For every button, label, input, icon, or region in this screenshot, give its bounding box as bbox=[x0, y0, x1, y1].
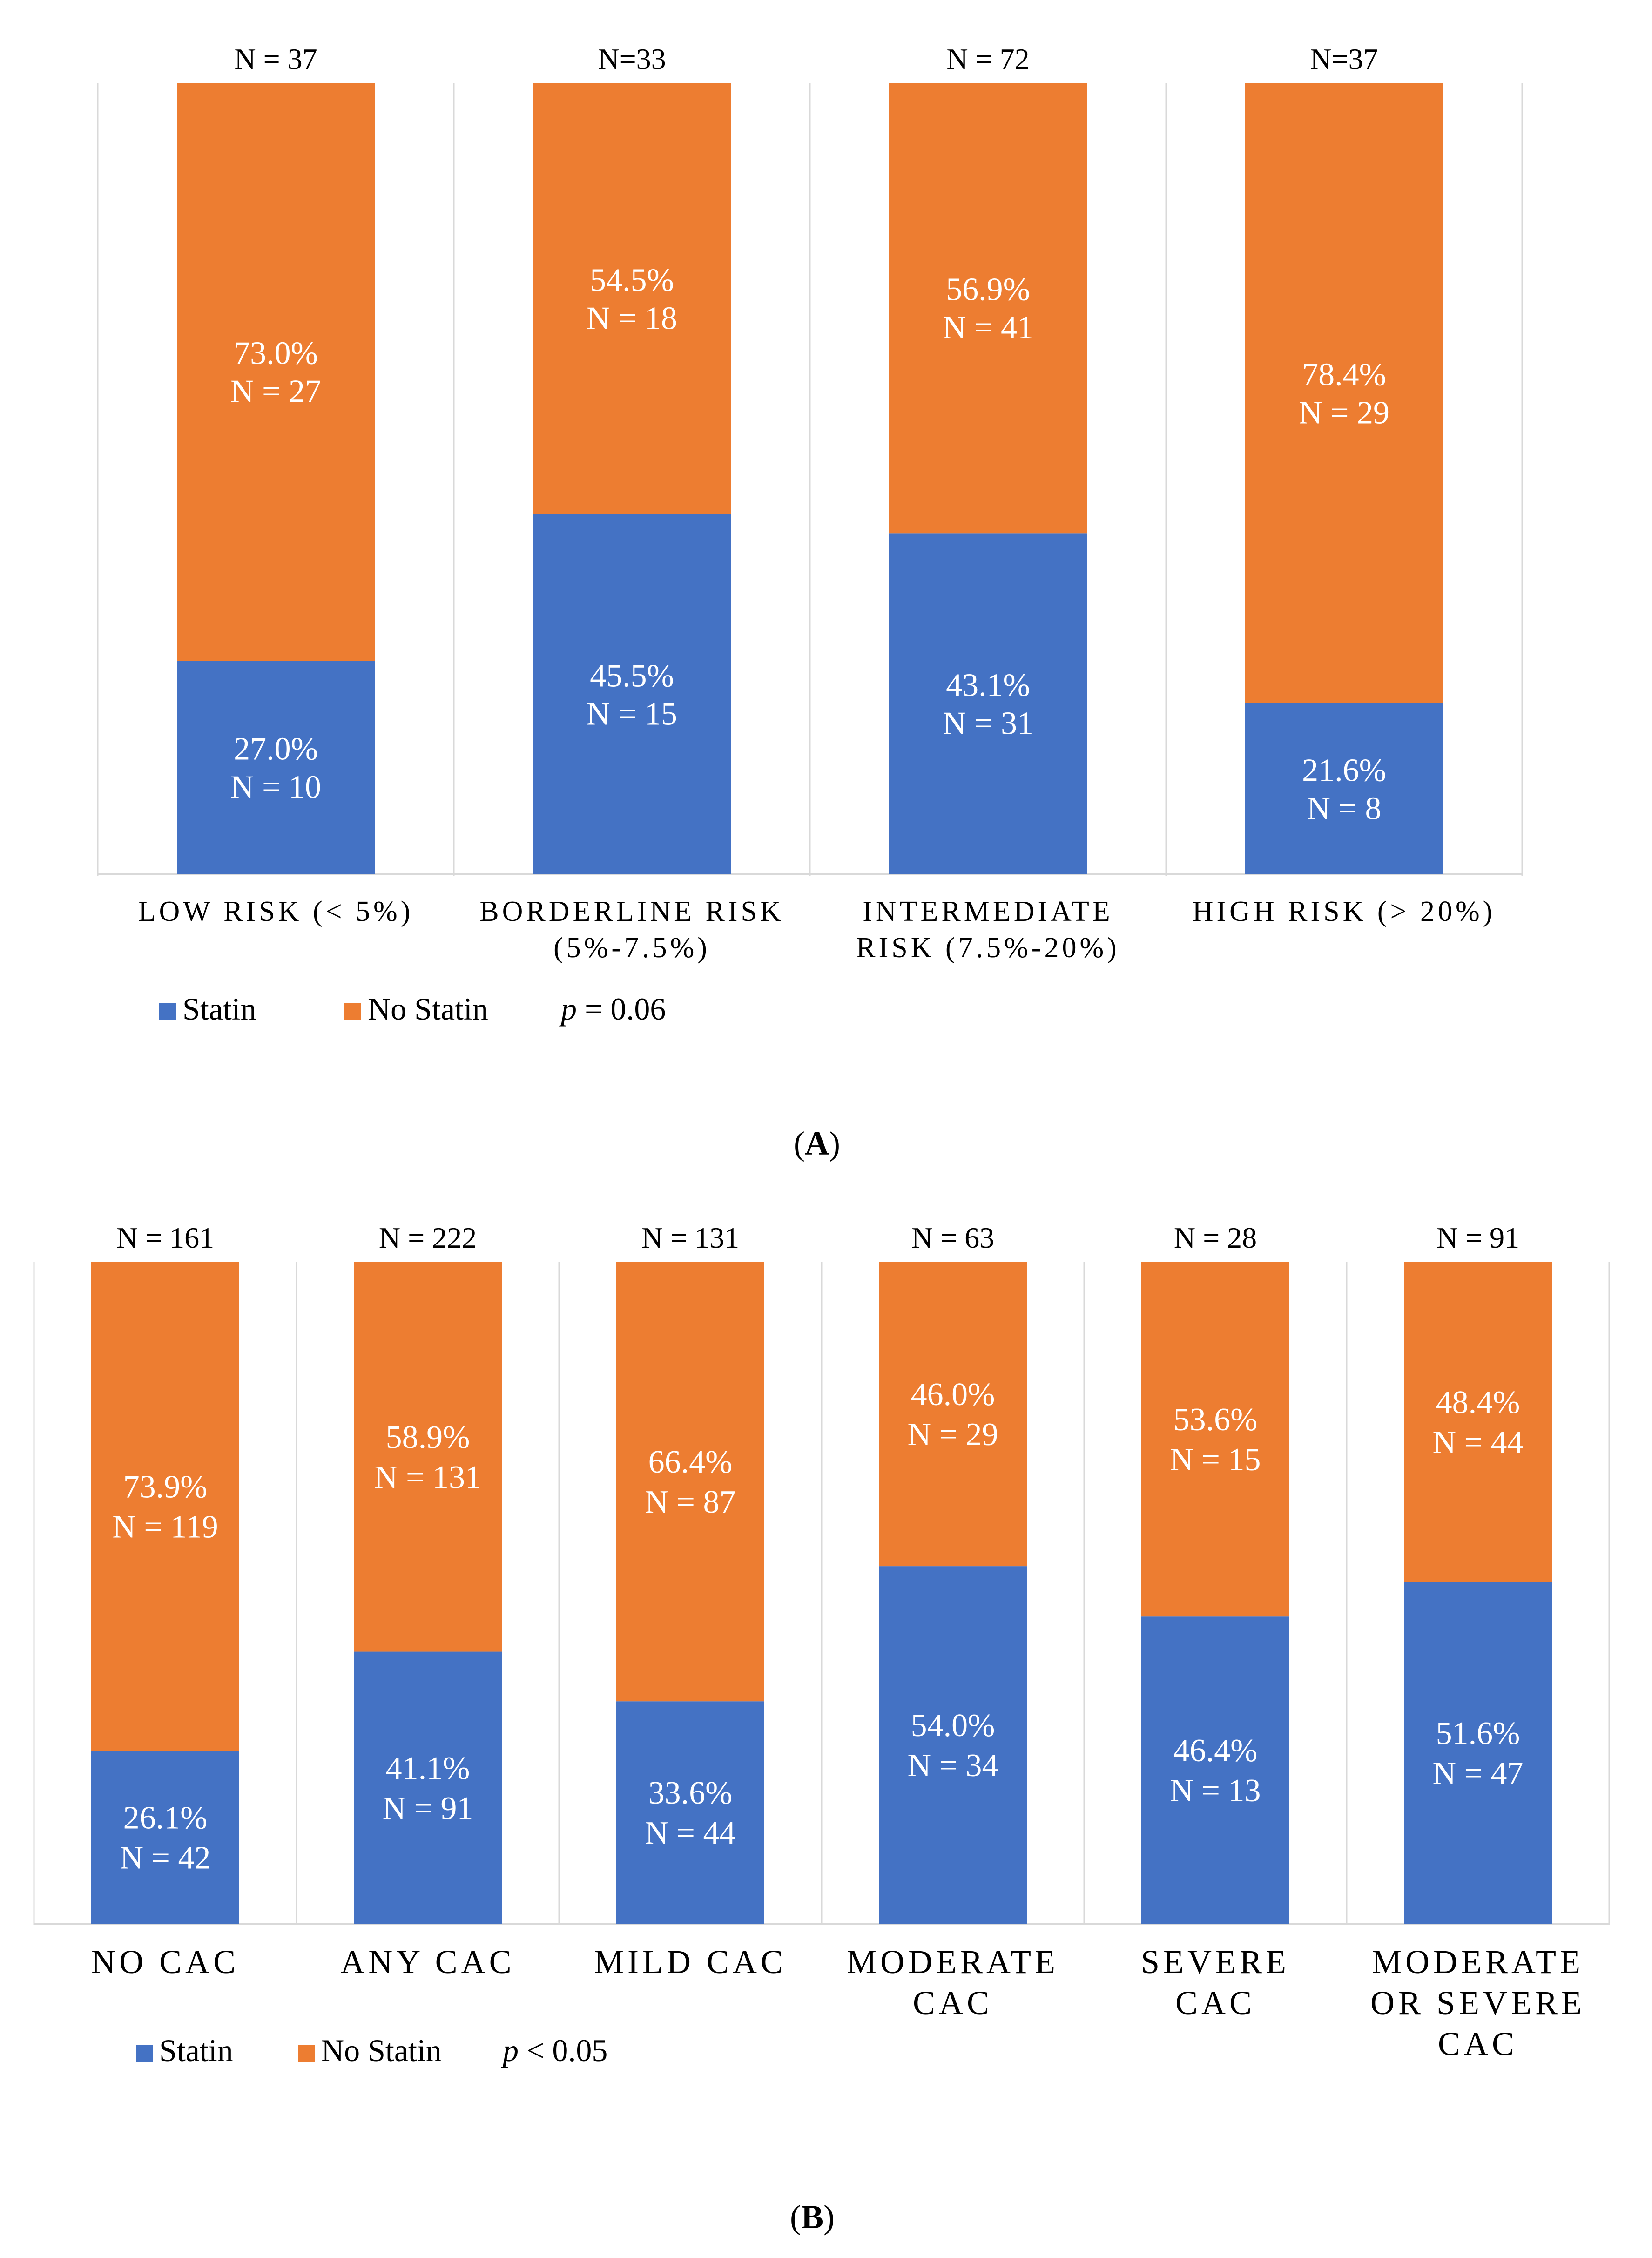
data-label: 54.5% N = 18 bbox=[587, 262, 677, 336]
data-label: 54.0% N = 34 bbox=[907, 1708, 998, 1784]
panel-label-a: (A) bbox=[794, 1125, 840, 1162]
data-label: 73.9% N = 119 bbox=[112, 1469, 218, 1545]
bar-statin bbox=[177, 661, 375, 874]
total-n-label: N=33 bbox=[598, 42, 666, 75]
category-label: HIGH RISK (> 20%) bbox=[1193, 896, 1496, 927]
data-label: 45.5% N = 15 bbox=[587, 658, 677, 732]
category-label: INTERMEDIATE RISK (7.5%-20%) bbox=[856, 896, 1120, 964]
bar-no-statin bbox=[1245, 83, 1443, 703]
legend-nostatin-label: No Statin bbox=[368, 991, 488, 1027]
data-label: 33.6% N = 44 bbox=[645, 1775, 735, 1851]
p-value-a: p = 0.06 bbox=[559, 991, 666, 1027]
total-n-label: N = 63 bbox=[911, 1221, 994, 1254]
bar-no-statin bbox=[879, 1262, 1027, 1567]
category-label: MODERATE CAC bbox=[847, 1943, 1059, 2021]
data-label: 58.9% N = 131 bbox=[374, 1420, 481, 1495]
bar-statin bbox=[889, 533, 1087, 874]
legend-a: Statin No Statin p = 0.06 bbox=[159, 991, 666, 1027]
bar-statin bbox=[1245, 703, 1443, 874]
panel-label-b: (B) bbox=[790, 2198, 835, 2236]
legend-statin-swatch bbox=[159, 1003, 176, 1020]
bar-statin bbox=[616, 1701, 764, 1924]
data-label: 21.6% N = 8 bbox=[1302, 752, 1386, 826]
legend-statin-label: Statin bbox=[182, 991, 256, 1027]
legend-nostatin-swatch bbox=[298, 2045, 315, 2062]
total-n-label: N=37 bbox=[1310, 42, 1378, 75]
data-label: 51.6% N = 47 bbox=[1432, 1716, 1523, 1792]
data-label: 43.1% N = 31 bbox=[943, 668, 1033, 742]
data-label: 27.0% N = 10 bbox=[230, 731, 321, 805]
bar-no-statin bbox=[889, 83, 1087, 534]
bar-statin bbox=[533, 514, 731, 874]
data-label: 46.0% N = 29 bbox=[907, 1377, 998, 1453]
category-label: SEVERE CAC bbox=[1141, 1943, 1290, 2021]
legend-b: Statin No Statin p < 0.05 bbox=[136, 2033, 607, 2068]
total-n-label: N = 37 bbox=[234, 42, 317, 75]
data-label: 66.4% N = 87 bbox=[645, 1444, 735, 1520]
legend-statin-label: Statin bbox=[159, 2033, 233, 2068]
bar-no-statin bbox=[177, 83, 375, 661]
bar-no-statin bbox=[354, 1262, 502, 1652]
bar-no-statin bbox=[1404, 1262, 1552, 1582]
total-n-label: N = 222 bbox=[379, 1221, 477, 1254]
chart-a: 27.0% N = 10 73.0% N = 27 N = 37 LOW RISK (< … bbox=[97, 42, 1523, 964]
data-label: 48.4% N = 44 bbox=[1432, 1385, 1523, 1460]
legend-nostatin-label: No Statin bbox=[321, 2033, 442, 2068]
data-label: 73.0% N = 27 bbox=[230, 336, 321, 410]
data-label: 53.6% N = 15 bbox=[1170, 1402, 1261, 1478]
legend-statin-swatch bbox=[136, 2045, 153, 2062]
data-label: 46.4% N = 13 bbox=[1170, 1733, 1261, 1809]
bar-no-statin bbox=[533, 83, 731, 514]
category-label: LOW RISK (< 5%) bbox=[138, 896, 414, 927]
category-label: NO CAC bbox=[91, 1943, 239, 1981]
chart-b: 26.1% N = 42 73.9% N = 119 N = 161 NO CAC 41.1… bbox=[33, 1221, 1610, 2062]
data-label: 26.1% N = 42 bbox=[120, 1800, 210, 1876]
bar-statin bbox=[1404, 1582, 1552, 1924]
total-n-label: N = 72 bbox=[946, 42, 1029, 75]
total-n-label: N = 161 bbox=[116, 1221, 214, 1254]
p-value-b: p < 0.05 bbox=[501, 2033, 607, 2068]
bar-no-statin bbox=[91, 1262, 239, 1751]
data-label: 56.9% N = 41 bbox=[943, 272, 1033, 346]
data-label: 78.4% N = 29 bbox=[1299, 357, 1389, 431]
bar-no-statin bbox=[616, 1262, 764, 1702]
legend-nostatin-swatch bbox=[344, 1003, 361, 1020]
category-label: MODERATE OR SEVERE CAC bbox=[1370, 1943, 1585, 2062]
total-n-label: N = 28 bbox=[1174, 1221, 1257, 1254]
total-n-label: N = 131 bbox=[641, 1221, 739, 1254]
bar-no-statin bbox=[1141, 1262, 1289, 1617]
bar-statin bbox=[91, 1751, 239, 1924]
category-label: MILD CAC bbox=[594, 1943, 787, 1981]
total-n-label: N = 91 bbox=[1436, 1221, 1519, 1254]
bar-statin bbox=[354, 1651, 502, 1924]
data-label: 41.1% N = 91 bbox=[382, 1751, 473, 1826]
category-label: BORDERLINE RISK (5%-7.5%) bbox=[479, 896, 784, 964]
category-label: ANY CAC bbox=[340, 1943, 515, 1981]
bar-statin bbox=[1141, 1616, 1289, 1924]
bar-statin bbox=[879, 1566, 1027, 1924]
